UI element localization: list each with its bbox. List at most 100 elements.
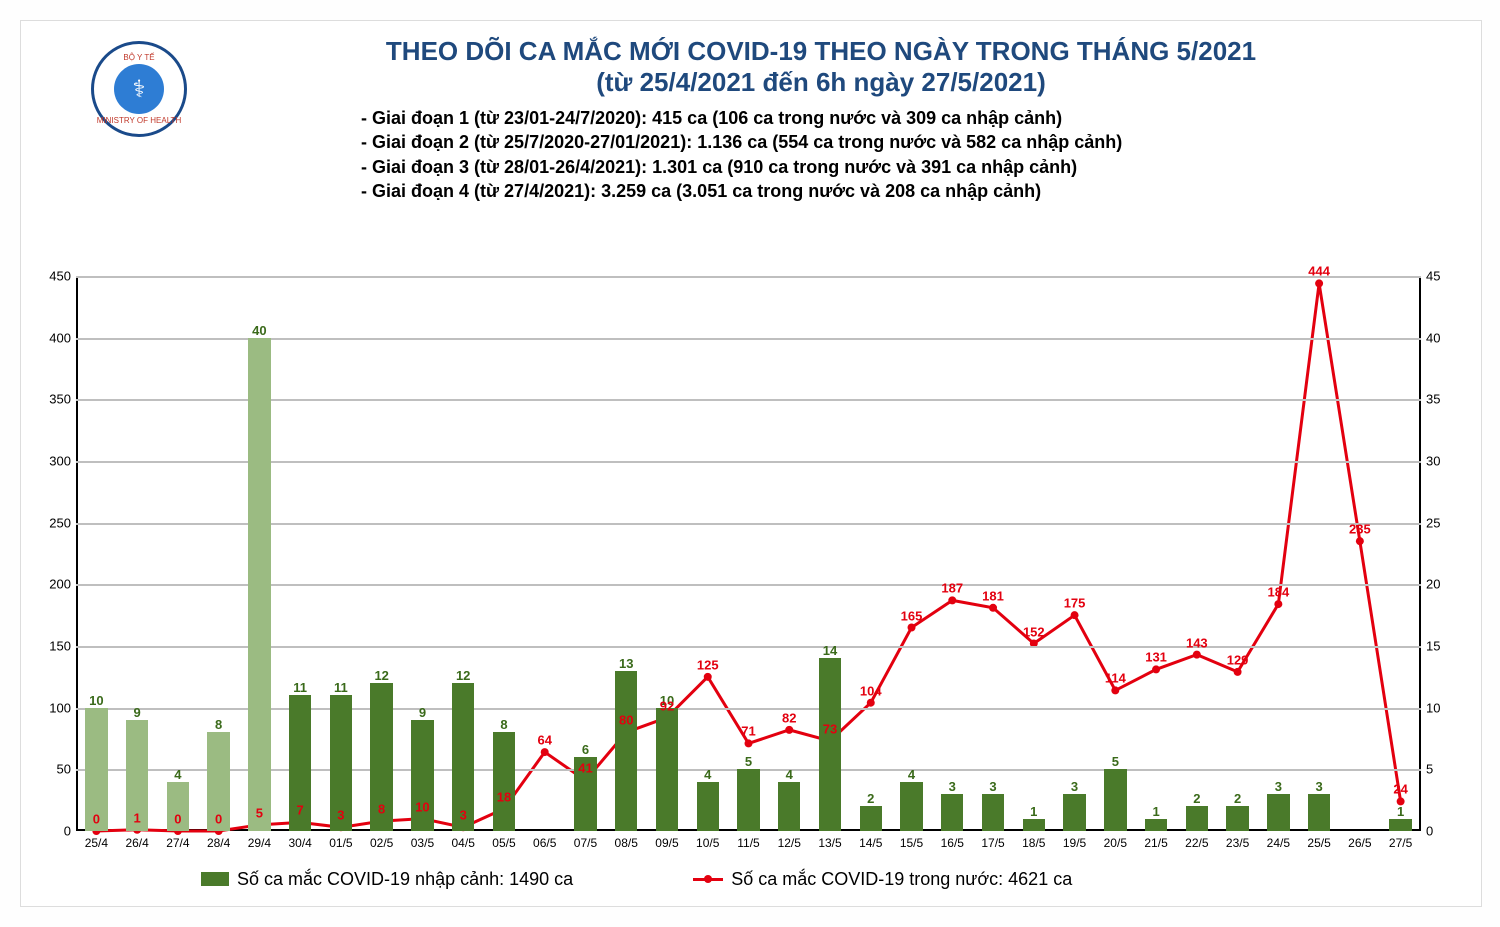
line-label: 92	[660, 698, 674, 713]
line-marker	[541, 748, 549, 756]
xtick: 06/5	[533, 836, 556, 850]
bar-label: 3	[1071, 779, 1078, 794]
ytick-left: 250	[31, 515, 71, 530]
gridline	[76, 399, 1421, 401]
xtick: 27/4	[166, 836, 189, 850]
line-label: 129	[1227, 652, 1249, 667]
gridline	[76, 523, 1421, 525]
line-label: 82	[782, 710, 796, 725]
xtick: 05/5	[492, 836, 515, 850]
gridline	[76, 708, 1421, 710]
bar-label: 3	[1315, 779, 1322, 794]
line-label: 41	[578, 761, 592, 776]
line-label: 143	[1186, 635, 1208, 650]
ytick-right: 15	[1426, 639, 1466, 654]
chart-title-1: THEO DÕI CA MẮC MỚI COVID-19 THEO NGÀY T…	[221, 36, 1421, 67]
xtick: 07/5	[574, 836, 597, 850]
bar-label: 8	[500, 717, 507, 732]
ministry-logo: BỘ Y TẾ ⚕ MINISTRY OF HEALTH	[91, 41, 187, 137]
line-marker	[704, 673, 712, 681]
bar	[1063, 794, 1085, 831]
xtick: 18/5	[1022, 836, 1045, 850]
logo-emblem: ⚕	[114, 64, 164, 114]
line-label: 71	[741, 724, 755, 739]
bar	[819, 658, 841, 831]
ytick-right: 40	[1426, 330, 1466, 345]
bar	[1186, 806, 1208, 831]
line-label: 152	[1023, 624, 1045, 639]
bar-label: 3	[1275, 779, 1282, 794]
line-label: 8	[378, 802, 385, 817]
bar-label: 2	[1193, 791, 1200, 806]
line-marker	[1111, 686, 1119, 694]
plot-area: 0501001502002503003504004500510152025303…	[76, 276, 1421, 831]
bar	[982, 794, 1004, 831]
line-label: 64	[537, 733, 551, 748]
bar	[493, 732, 515, 831]
ytick-right: 45	[1426, 269, 1466, 284]
line-marker	[1274, 600, 1282, 608]
xtick: 21/5	[1144, 836, 1167, 850]
line-label: 165	[901, 608, 923, 623]
xtick: 30/4	[288, 836, 311, 850]
line-label: 125	[697, 657, 719, 672]
bar	[615, 671, 637, 831]
bar	[1226, 806, 1248, 831]
xtick: 25/4	[85, 836, 108, 850]
bar	[248, 338, 270, 831]
xtick: 26/5	[1348, 836, 1371, 850]
bar-label: 3	[949, 779, 956, 794]
logo-top-text: BỘ Y TẾ	[123, 53, 154, 62]
line-label: 7	[297, 803, 304, 818]
line-marker	[1071, 611, 1079, 619]
line-label: 184	[1267, 585, 1289, 600]
ytick-left: 200	[31, 577, 71, 592]
gridline	[76, 276, 1421, 278]
bar	[1267, 794, 1289, 831]
bar	[778, 782, 800, 831]
bar-label: 13	[619, 656, 633, 671]
bar-label: 1	[1397, 804, 1404, 819]
ytick-right: 5	[1426, 762, 1466, 777]
bar-label: 12	[374, 668, 388, 683]
bar	[697, 782, 719, 831]
line-marker	[867, 699, 875, 707]
line-label: 104	[860, 683, 882, 698]
xtick: 26/4	[125, 836, 148, 850]
line-label: 235	[1349, 522, 1371, 537]
line-marker	[989, 604, 997, 612]
bar-label: 8	[215, 717, 222, 732]
bar	[1104, 769, 1126, 831]
legend-bar: Số ca mắc COVID-19 nhập cảnh: 1490 ca	[201, 869, 573, 890]
bar-label: 1	[1152, 804, 1159, 819]
bar-label: 12	[456, 668, 470, 683]
line-label: 5	[256, 805, 263, 820]
line-label: 175	[1064, 596, 1086, 611]
xtick: 29/4	[248, 836, 271, 850]
xtick: 10/5	[696, 836, 719, 850]
xtick: 08/5	[615, 836, 638, 850]
xtick: 20/5	[1104, 836, 1127, 850]
bar-label: 9	[419, 705, 426, 720]
bar-label: 6	[582, 742, 589, 757]
line-label: 80	[619, 713, 633, 728]
ytick-right: 10	[1426, 700, 1466, 715]
bar	[1145, 819, 1167, 831]
xtick: 27/5	[1389, 836, 1412, 850]
line-series-svg	[76, 276, 1421, 831]
bar-label: 10	[89, 693, 103, 708]
line-label: 73	[823, 721, 837, 736]
line-label: 187	[941, 581, 963, 596]
xtick: 02/5	[370, 836, 393, 850]
ytick-left: 150	[31, 639, 71, 654]
bar	[1308, 794, 1330, 831]
logo-bottom-text: MINISTRY OF HEALTH	[97, 116, 181, 125]
notes-block: - Giai đoạn 1 (từ 23/01-24/7/2020): 415 …	[361, 106, 1421, 203]
note-3: - Giai đoạn 3 (từ 28/01-26/4/2021): 1.30…	[361, 155, 1421, 179]
bar-label: 1	[1030, 804, 1037, 819]
ytick-left: 0	[31, 824, 71, 839]
gridline	[76, 461, 1421, 463]
bar-label: 4	[908, 767, 915, 782]
ytick-left: 50	[31, 762, 71, 777]
line-label: 1	[134, 810, 141, 825]
